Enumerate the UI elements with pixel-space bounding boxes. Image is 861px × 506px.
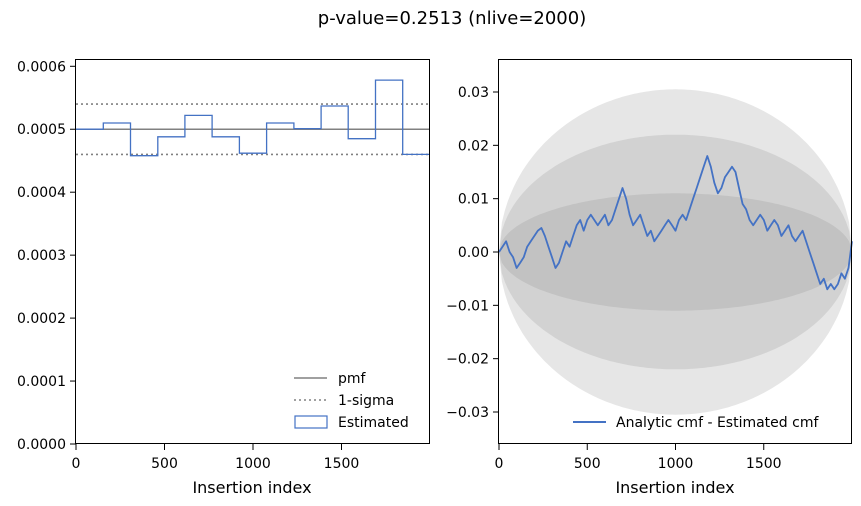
right-y-tick-label: −0.03: [446, 405, 489, 421]
right-y-tick-label: 0.03: [458, 85, 489, 101]
left-plot-area: [76, 79, 430, 157]
right-x-tick-label: 1500: [746, 456, 782, 472]
right-axes-frame: [498, 59, 852, 444]
legend-estimated-label: Estimated: [338, 415, 409, 431]
estimated-step-line: [76, 79, 430, 157]
left-y-tick-label: 0.0004: [17, 185, 66, 201]
right-x-axis: 0 500 1000 1500: [495, 444, 782, 472]
left-x-tick-label: 500: [151, 456, 178, 472]
left-y-tick-label: 0.0006: [17, 59, 66, 75]
right-x-tick-label: 0: [495, 456, 504, 472]
right-x-tick-label: 1000: [658, 456, 694, 472]
left-chart: 0.0000 0.0001 0.0002 0.0003 0.0004 0.0005 0.00…: [17, 59, 430, 497]
left-y-tick-label: 0.0001: [17, 374, 66, 390]
legend-1-sigma-label: 1-sigma: [338, 393, 394, 409]
left-y-tick-label: 0.0005: [17, 122, 66, 138]
left-x-tick-label: 1000: [235, 456, 271, 472]
right-y-tick-label: 0.02: [458, 138, 489, 154]
left-axes-frame: [75, 59, 430, 444]
right-legend: Analytic cmf - Estimated cmf: [573, 415, 819, 431]
legend-estimated-swatch: [294, 415, 328, 429]
right-plot-area: [498, 89, 853, 415]
confidence-band-3: [499, 193, 852, 311]
legend-cmf-diff-label: Analytic cmf - Estimated cmf: [616, 415, 819, 431]
right-y-axis: 0.03 0.02 0.01 0.00 −0.01 −0.02 −0.03: [446, 85, 499, 421]
right-x-axis-label: Insertion index: [615, 478, 734, 497]
left-legend: pmf 1-sigma Estimated: [294, 371, 409, 431]
left-y-tick-label: 0.0003: [17, 248, 66, 264]
left-x-tick-label: 0: [72, 456, 81, 472]
left-x-axis-label: Insertion index: [192, 478, 311, 497]
left-x-tick-label: 1500: [324, 456, 360, 472]
right-y-tick-label: 0.01: [458, 192, 489, 208]
legend-pmf-label: pmf: [338, 371, 367, 387]
right-y-tick-label: −0.02: [446, 352, 489, 368]
right-y-tick-label: 0.00: [458, 245, 489, 261]
cmf-difference-line: [498, 155, 853, 291]
right-x-tick-label: 500: [574, 456, 601, 472]
figure-title: p-value=0.2513 (nlive=2000): [318, 8, 586, 29]
right-y-tick-label: −0.01: [446, 298, 489, 314]
left-y-tick-label: 0.0000: [17, 437, 66, 453]
left-y-tick-label: 0.0002: [17, 311, 66, 327]
right-chart: 0.03 0.02 0.01 0.00 −0.01 −0.02 −0.03 0 500 1000…: [446, 59, 853, 497]
left-x-axis: 0 500 1000 1500: [72, 444, 360, 472]
left-y-axis: 0.0000 0.0001 0.0002 0.0003 0.0004 0.0005 0.00…: [17, 59, 76, 453]
